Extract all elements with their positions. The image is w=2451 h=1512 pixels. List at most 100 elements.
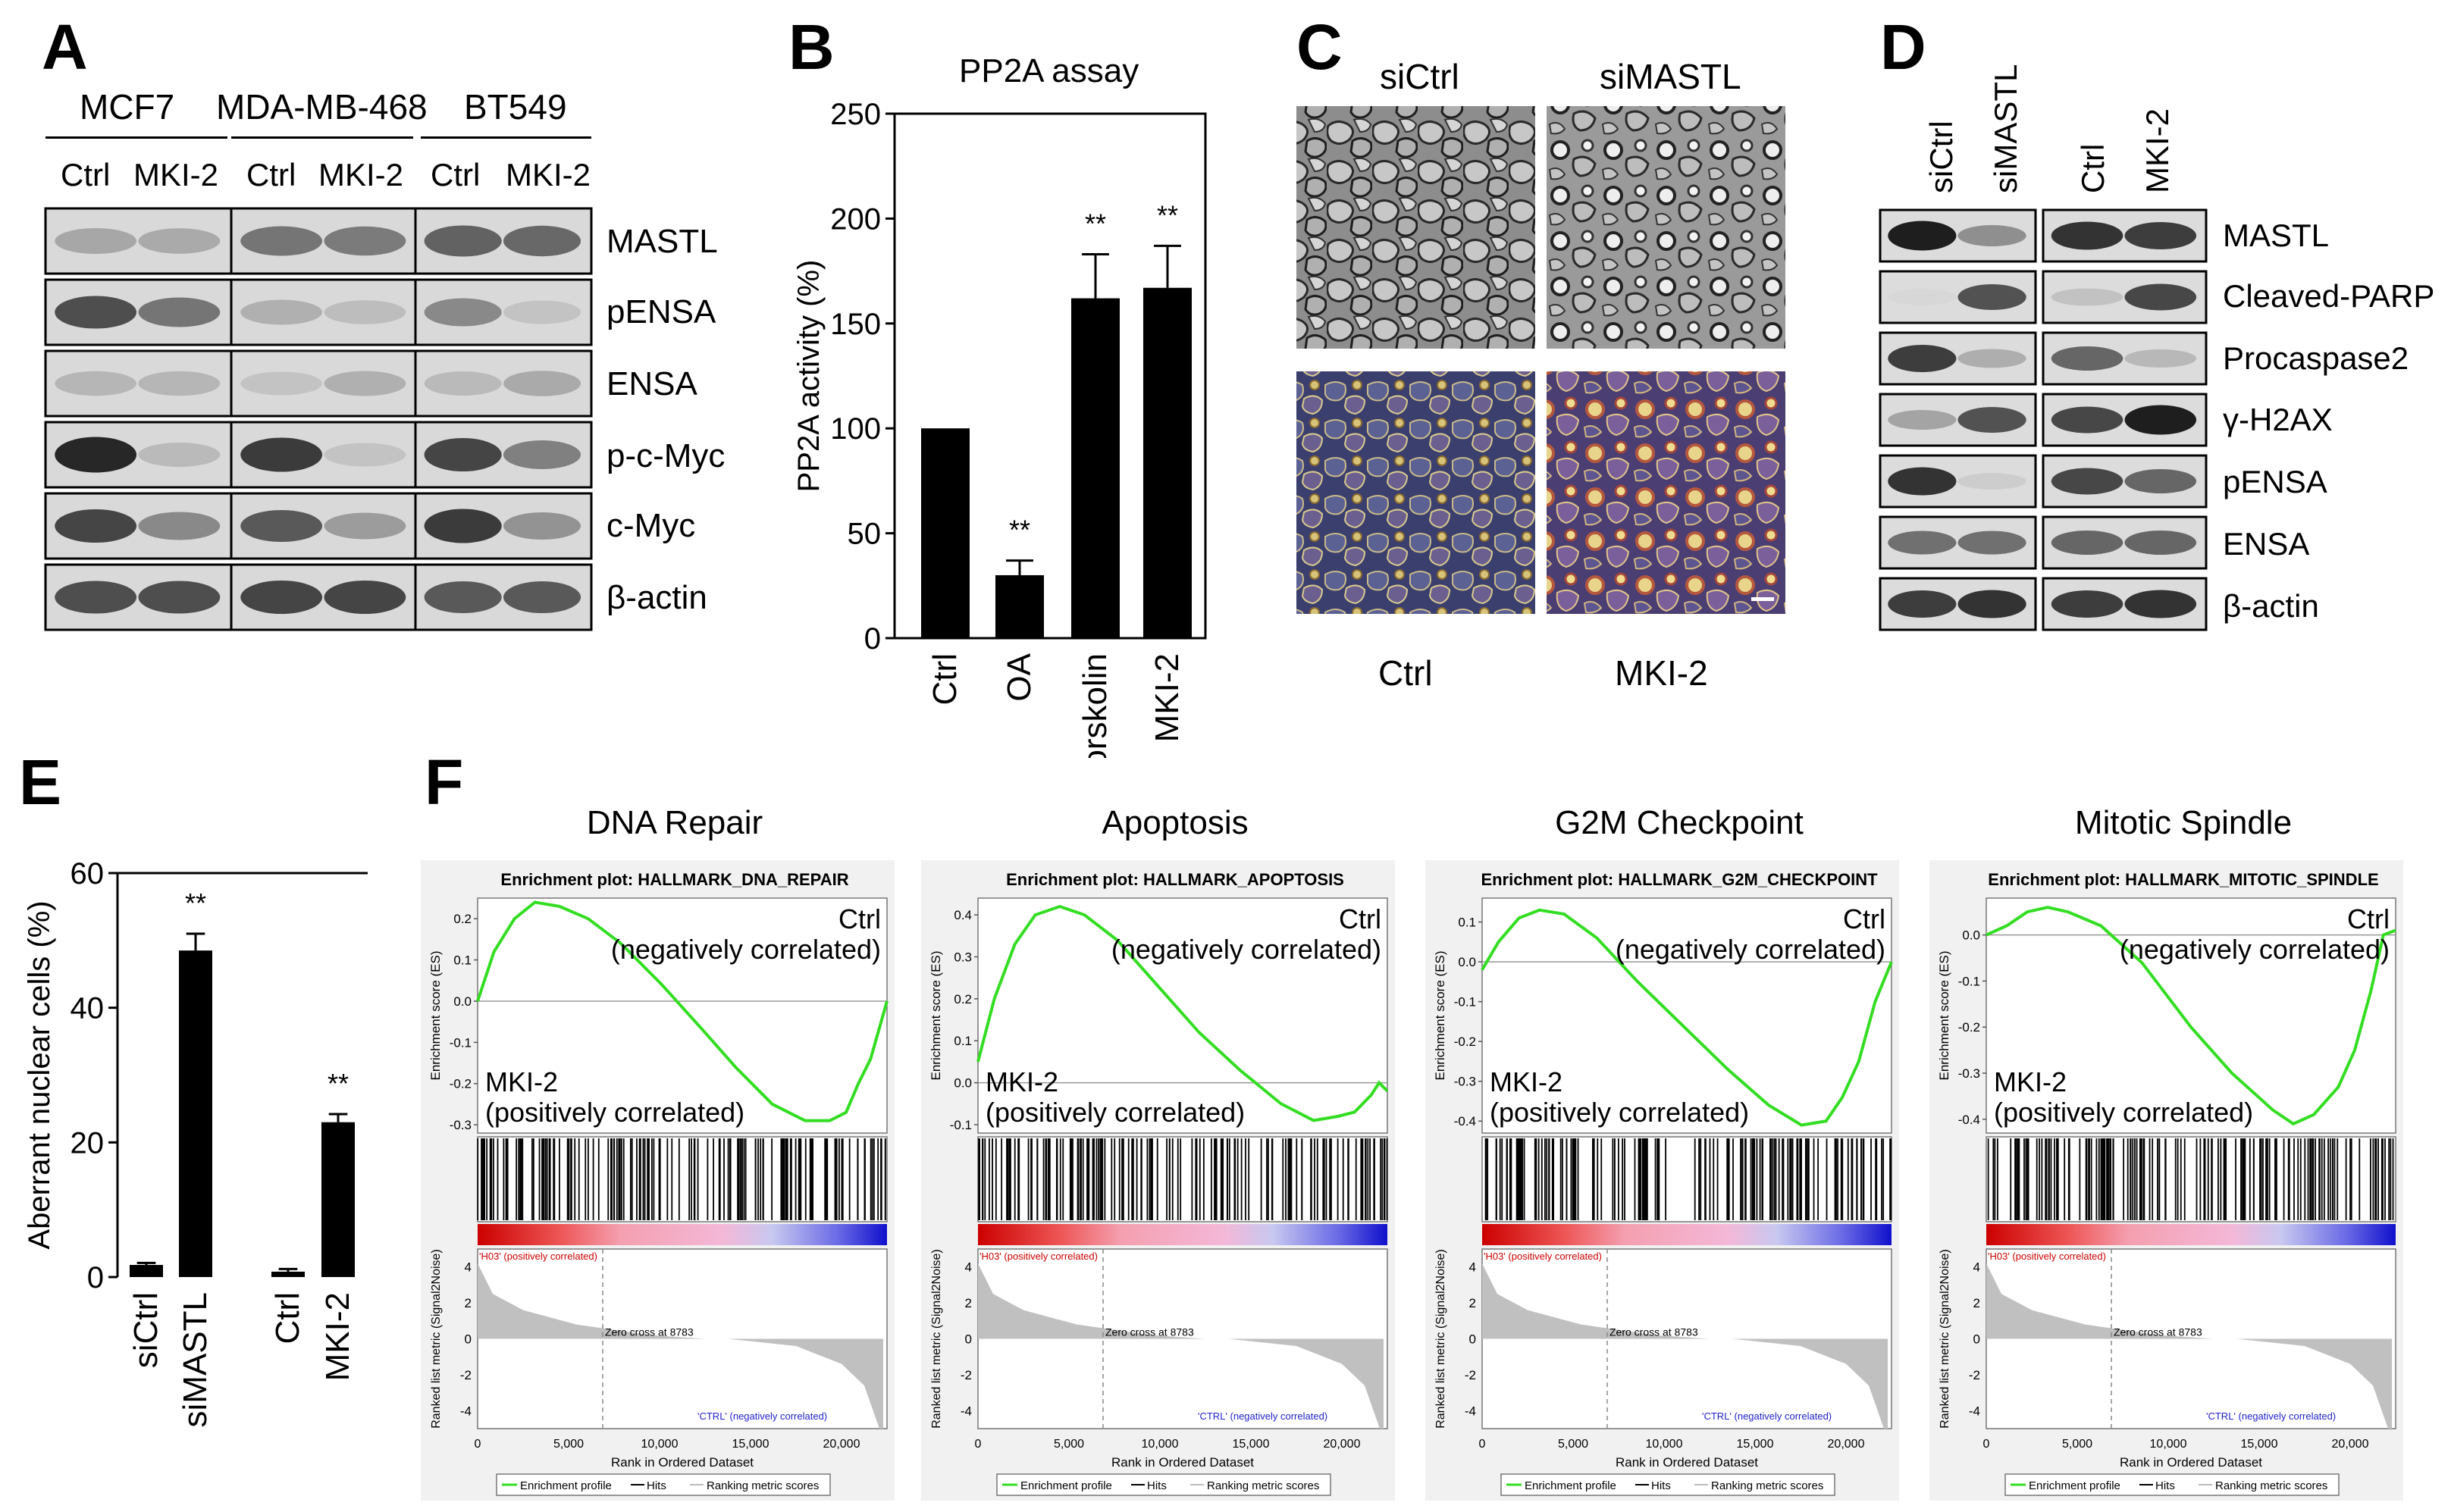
blot-band	[2124, 349, 2197, 368]
es-tick-label: 0.3	[954, 950, 972, 965]
blot-band	[424, 371, 502, 396]
label-negatively-correlated: (negatively correlated)	[2120, 934, 2390, 965]
gsea-heading: Apoptosis	[1102, 804, 1248, 841]
blot-band	[324, 300, 406, 324]
panel-f-gsea: DNA Repair Enrichment plot: HALLMARK_DNA_…	[417, 788, 2451, 1512]
y-tick-label: 40	[71, 992, 105, 1025]
h03-label: 'H03' (positively correlated)	[1484, 1251, 1602, 1262]
lane-mki2: MKI-2	[506, 157, 591, 193]
blot-band	[2051, 288, 2123, 306]
x-tick-label: 20,000	[1828, 1438, 1865, 1451]
category-label: Forskolin	[1077, 653, 1114, 758]
es-tick-label: 0.1	[453, 953, 472, 968]
ctrl-corr-label: 'CTRL' (negatively correlated)	[697, 1410, 827, 1422]
rank-tick-label: 0	[1469, 1332, 1476, 1347]
blot-band	[503, 300, 581, 324]
panel-label-f: F	[425, 747, 464, 818]
blot-d-lane-labels: siCtrl siMASTL Ctrl MKI-2	[1923, 64, 2175, 193]
label-mki2: MKI-2	[986, 1066, 1058, 1097]
blot-band	[424, 225, 502, 257]
lane-ctrl: Ctrl	[61, 157, 111, 193]
blot-band	[55, 509, 137, 543]
rank-negative-area	[728, 1338, 883, 1429]
es-frame	[1986, 897, 2396, 1134]
rank-tick-label: 4	[1973, 1260, 1980, 1275]
blot-d-membranes	[1879, 208, 2208, 631]
bar	[1071, 298, 1120, 638]
protein-p-c-myc: p-c-Myc	[606, 437, 726, 474]
label-negatively-correlated: (negatively correlated)	[1111, 934, 1381, 965]
blot-band	[2124, 590, 2197, 618]
y-axis-label: PP2A activity (%)	[792, 260, 826, 493]
gsea-heading: Mitotic Spindle	[2075, 804, 2292, 841]
y-tick-label: 0	[864, 622, 881, 656]
blot-band	[1888, 467, 1957, 496]
x-tick-label: 5,000	[1558, 1438, 1588, 1451]
rank-negative-area	[2236, 1338, 2392, 1429]
blot-band	[55, 581, 137, 614]
legend-box	[1500, 1473, 1835, 1496]
row-label-ctrl: Ctrl	[1378, 653, 1433, 693]
x-tick-label: 0	[1479, 1438, 1486, 1451]
protein-d-cleaved-parp: Cleaved-PARP	[2223, 278, 2435, 314]
category-label: MKI-2	[1149, 653, 1186, 742]
protein-d-beta-actin: β-actin	[2223, 588, 2319, 624]
es-tick-label: 0.0	[954, 1076, 972, 1091]
blot-band	[1957, 284, 2026, 310]
micrograph-ctrl	[1296, 371, 1535, 614]
x-tick-label: 10,000	[1646, 1438, 1683, 1451]
gsea-title: Enrichment plot: HALLMARK_DNA_REPAIR	[500, 870, 848, 889]
legend-hits: Hits	[2155, 1479, 2175, 1492]
blot-band	[1888, 531, 1957, 555]
micrographs	[1296, 106, 1785, 614]
rank-axis-label: Ranked list metric (Signal2Noise)	[930, 1249, 943, 1429]
blot-band	[2124, 405, 2197, 435]
legend-hits: Hits	[647, 1479, 666, 1492]
category-label: Ctrl	[926, 653, 964, 705]
es-tick-label: -0.3	[450, 1118, 472, 1132]
blot-band	[240, 581, 323, 614]
legend-profile: Enrichment profile	[2029, 1479, 2120, 1492]
panel-label-a: A	[42, 11, 88, 83]
blot-band	[1957, 590, 2026, 618]
es-tick-label: -0.1	[1454, 995, 1476, 1010]
es-tick-label: -0.1	[1958, 974, 1980, 988]
blot-band	[240, 510, 323, 542]
legend-hits: Hits	[1651, 1479, 1671, 1492]
panel-label-d: D	[1880, 11, 1926, 83]
x-tick-label: 15,000	[732, 1438, 769, 1451]
panel-label-b: B	[788, 11, 835, 83]
blot-band	[2124, 222, 2197, 249]
legend-ranking: Ranking metric scores	[707, 1479, 819, 1492]
chart-e: 0 20 40 60 Aberrant nuclear cells (%) siCtrl *…	[23, 857, 368, 1427]
y-tick-label: 200	[830, 202, 881, 236]
zero-cross-label: Zero cross at 8783	[605, 1326, 694, 1338]
blot-band	[2051, 406, 2123, 434]
rank-tick-label: -2	[1465, 1368, 1476, 1382]
label-positively-correlated: (positively correlated)	[485, 1097, 744, 1128]
x-tick-label: 0	[1983, 1438, 1990, 1451]
es-axis-label: Enrichment score (ES)	[929, 951, 943, 1081]
micrograph-mki2	[1547, 371, 1785, 614]
blot-band	[1888, 289, 1957, 305]
lane-ctrl: Ctrl	[246, 157, 296, 193]
rank-tick-label: -2	[460, 1368, 472, 1382]
gsea-plot: DNA Repair Enrichment plot: HALLMARK_DNA_…	[421, 804, 895, 1501]
protein-d-pensa: pENSA	[2223, 464, 2327, 499]
blot-band	[240, 371, 323, 396]
es-tick-label: -0.2	[450, 1077, 472, 1091]
blot-band	[1888, 410, 1957, 430]
x-axis-label: Rank in Ordered Dataset	[1111, 1455, 1254, 1470]
significance-mark: **	[185, 887, 206, 919]
col-label-sictrl: siCtrl	[1380, 57, 1459, 96]
y-axis-label: Aberrant nuclear cells (%)	[23, 900, 56, 1249]
x-tick-label: 5,000	[553, 1438, 584, 1451]
blot-band	[1888, 345, 1957, 372]
category-label: siCtrl	[127, 1292, 165, 1368]
protein-d-gamma-h2ax: γ-H2AX	[2223, 402, 2333, 437]
x-tick-label: 0	[475, 1438, 481, 1451]
gsea-heading: DNA Repair	[587, 804, 763, 841]
blot-band	[55, 296, 137, 329]
es-tick-label: 0.0	[1962, 928, 1980, 943]
x-axis-label: Rank in Ordered Dataset	[2120, 1455, 2262, 1470]
